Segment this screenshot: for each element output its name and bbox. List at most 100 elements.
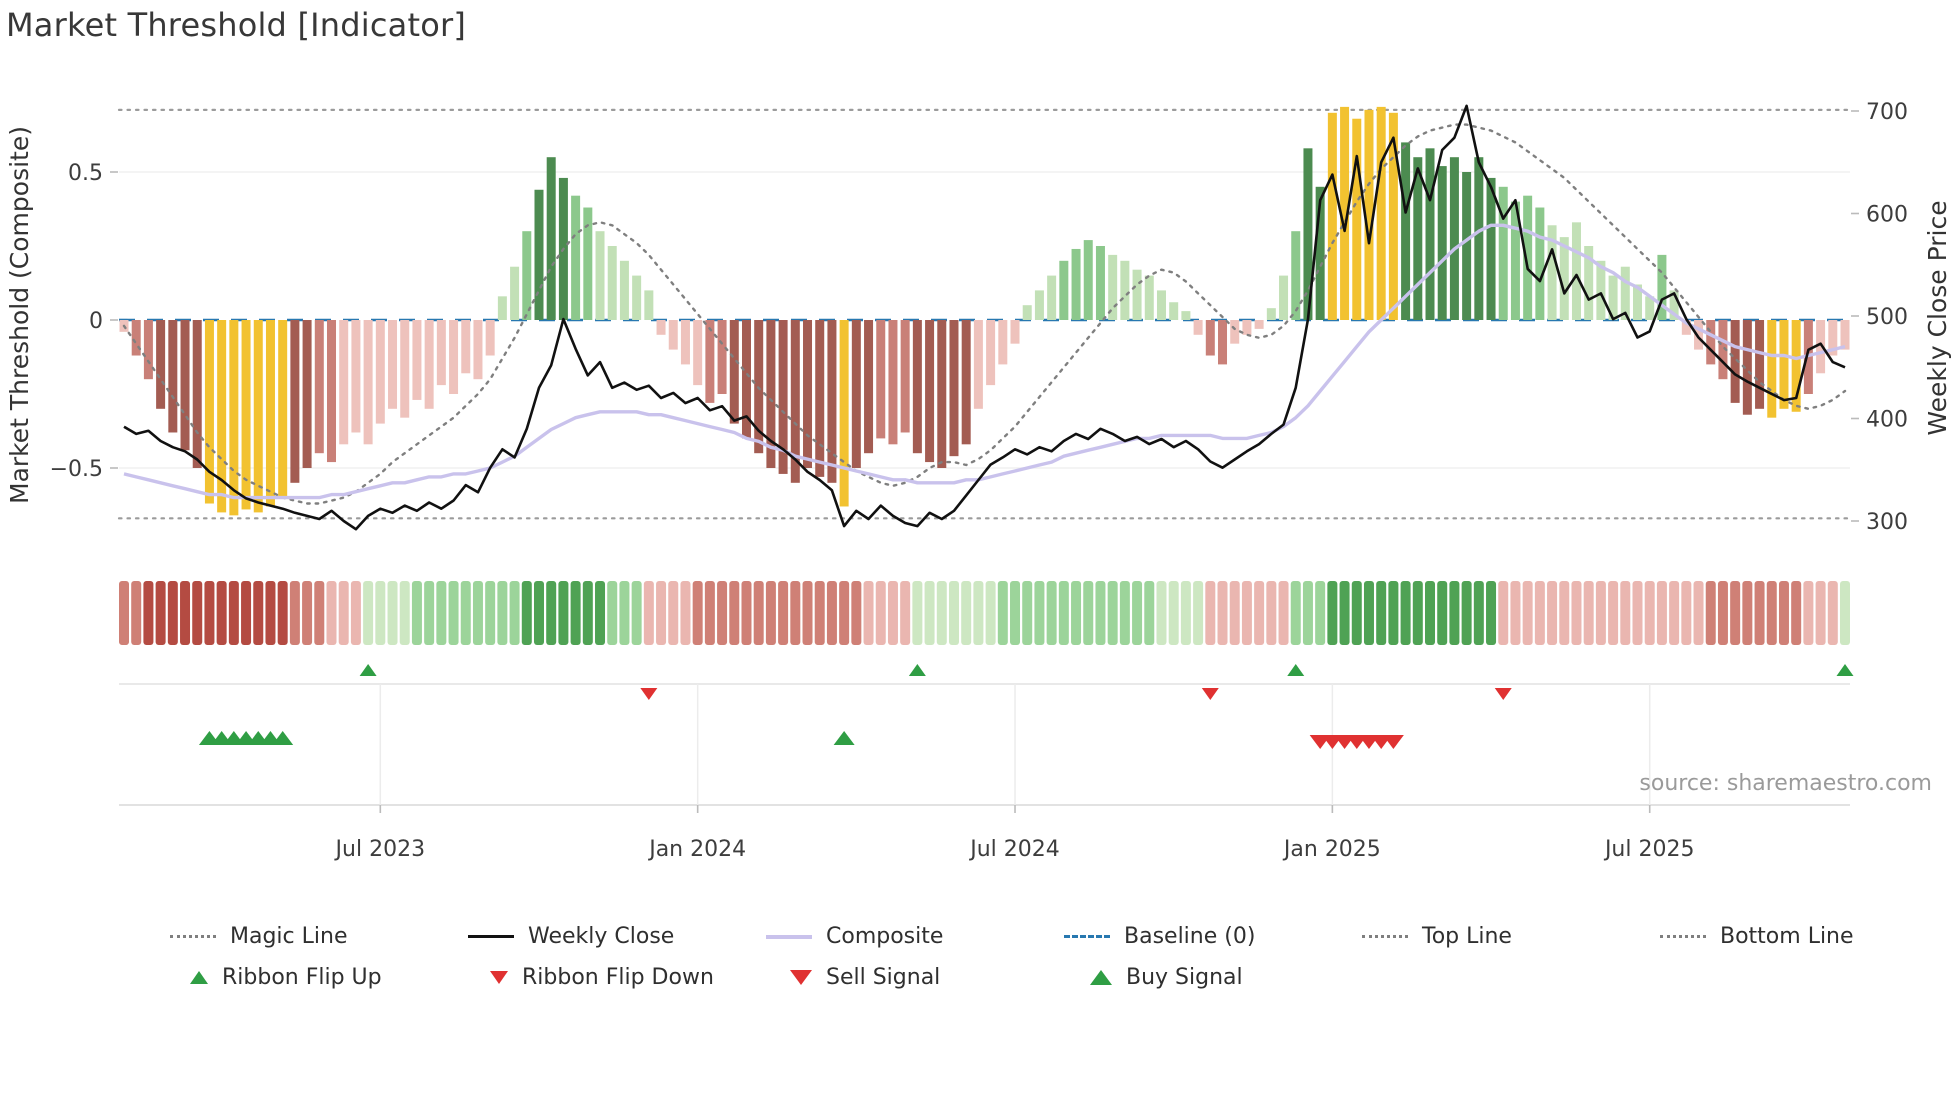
legend-item-ribbon-flip-up: Ribbon Flip Up [190,965,490,990]
threshold-bar [1669,290,1679,320]
threshold-bar [1645,296,1655,320]
threshold-bar [1132,269,1142,320]
ribbon-cell [326,581,337,645]
threshold-bar [1327,112,1337,320]
threshold-bar [778,320,788,474]
ribbon-cell [131,581,142,645]
threshold-bar [1584,246,1594,320]
ribbon-flip-down-marker [1201,688,1219,700]
ribbon-cell [1388,581,1399,645]
ribbon-cell [533,581,544,645]
threshold-bar [1413,157,1423,320]
ribbon-cell [521,581,532,645]
threshold-bar [1779,320,1789,409]
threshold-bar [1523,195,1533,320]
ribbon-cell [826,581,837,645]
ribbon-cell [619,581,630,645]
ribbon-cell [1254,581,1265,645]
threshold-bar [998,320,1008,365]
signal-markers [198,664,1854,749]
threshold-bar [1657,254,1667,320]
ribbon-cell [302,581,313,645]
threshold-bar [192,320,202,468]
source-text: source: sharemaestro.com [1639,771,1932,796]
ribbon-cell [1571,581,1582,645]
ribbon-cell [704,581,715,645]
threshold-bar [803,320,813,468]
threshold-bar [1559,237,1569,320]
ribbon-cell [1583,581,1594,645]
threshold-bar [1242,320,1252,335]
buy-signal-marker [833,731,855,745]
magic-line-swatch-icon [170,935,216,938]
threshold-bar [1767,320,1777,418]
threshold-bar [1535,207,1545,320]
threshold-bar [412,320,422,400]
threshold-bar [265,320,275,507]
ribbon-cell [387,581,398,645]
threshold-bar [693,320,703,386]
threshold-bar [1181,311,1191,320]
threshold-bar [1034,290,1044,320]
threshold-bar [595,231,605,320]
top-line-swatch-icon [1362,935,1408,938]
threshold-bar [1633,284,1643,320]
ribbon-flip-up-marker [1836,664,1854,676]
threshold-bar [339,320,349,445]
ribbon-cell [643,581,654,645]
threshold-bar [363,320,373,445]
ribbon-cell [741,581,752,645]
threshold-bar [1791,320,1801,412]
ribbon-cell [1400,581,1411,645]
threshold-bar [1083,240,1093,320]
threshold-bar [1352,118,1362,320]
threshold-bar [1010,320,1020,344]
ribbon-flip-up-marker [359,664,377,676]
left-tick-label: 0.5 [68,161,103,186]
ribbon-cell [1595,581,1606,645]
threshold-bar [534,189,544,320]
threshold-bar [632,275,642,320]
threshold-bar [290,320,300,483]
threshold-bar [619,260,629,320]
threshold-bar [839,320,849,507]
threshold-bar [571,195,581,320]
threshold-bar [900,320,910,433]
ribbon-flip-down-marker [1494,688,1512,700]
ribbon-flip-down-icon [490,971,508,984]
sell-signal-marker [1382,735,1404,749]
threshold-bar [400,320,410,418]
ribbon-cell [1205,581,1216,645]
weekly-close-swatch-icon [468,935,514,938]
threshold-bar [1694,320,1704,350]
ribbon-cell [1498,581,1509,645]
threshold-bar [546,157,556,320]
ribbon-cell [1510,581,1521,645]
threshold-bar [229,320,239,516]
market-threshold-chart: 0.5 0 −0.5 700 600 500 400 300 Jul 2023 Jan 2024 J… [5,100,1952,862]
ribbon-cell [839,581,850,645]
ribbon-cell [1266,581,1277,645]
chart-title: Market Threshold [Indicator] [6,6,467,44]
ribbon-cell [192,581,203,645]
ribbon-cell [1107,581,1118,645]
legend-label: Ribbon Flip Down [522,965,714,990]
ribbon-cell [1376,581,1387,645]
ribbon-cell [997,581,1008,645]
ribbon-cell [1193,581,1204,645]
right-axis-title: Weekly Close Price [1923,200,1952,435]
threshold-bar [473,320,483,380]
legend-item-magic-line: Magic Line [170,924,468,949]
legend-label: Ribbon Flip Up [222,965,382,990]
ribbon-cell [1315,581,1326,645]
threshold-bar [1681,320,1691,335]
legend-label: Composite [826,924,944,949]
ribbon-cell [241,581,252,645]
threshold-bar [1498,186,1508,320]
ribbon-cell [961,581,972,645]
ribbon-cell [765,581,776,645]
ribbon-cell [155,581,166,645]
threshold-bar [1205,320,1215,356]
threshold-bar [1620,266,1630,320]
ribbon-cell [948,581,959,645]
